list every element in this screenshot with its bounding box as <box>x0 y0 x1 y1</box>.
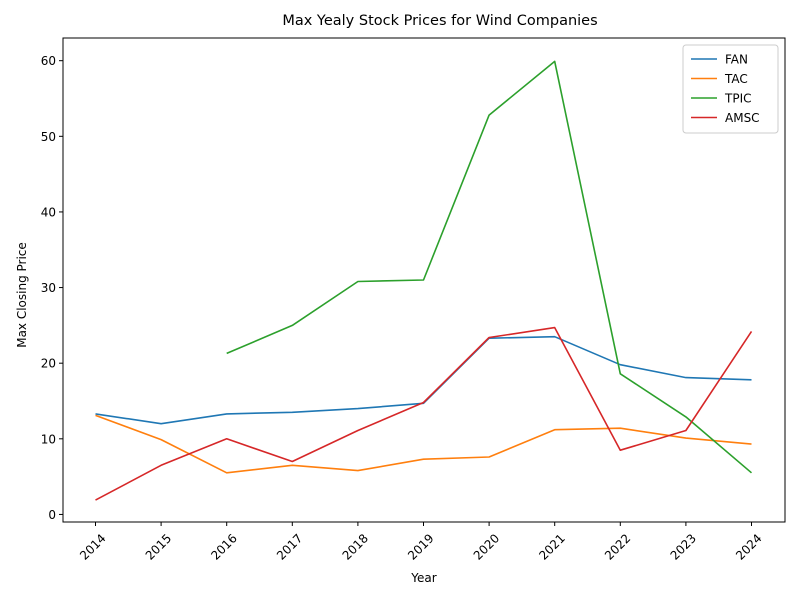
series-line-fan <box>95 335 752 425</box>
y-tick-label: 30 <box>41 281 56 295</box>
x-tick-label: 2022 <box>602 531 633 562</box>
x-tick-label: 2015 <box>143 531 174 562</box>
y-tick-label: 10 <box>41 432 56 446</box>
y-tick-label: 60 <box>41 54 56 68</box>
y-tick-label: 50 <box>41 130 56 144</box>
x-tick-label: 2024 <box>733 531 764 562</box>
series-line-tac <box>95 414 752 474</box>
x-tick-label: 2017 <box>274 531 305 562</box>
y-tick-label: 40 <box>41 205 56 219</box>
legend-label-tac: TAC <box>724 72 748 86</box>
x-axis: 2014 2015 2016 2017 2018 2019 2020 2021 2022 2023… <box>77 522 765 563</box>
series-line-tpic <box>226 60 753 474</box>
legend-box <box>682 44 779 134</box>
y-axis: 0 10 20 30 40 50 60 <box>41 54 63 522</box>
legend-label-amsc: AMSC <box>725 111 760 125</box>
legend-label-tpic: TPIC <box>724 92 751 106</box>
x-tick-label: 2016 <box>208 531 239 562</box>
x-tick-label: 2018 <box>340 531 371 562</box>
y-tick-label: 20 <box>41 357 56 371</box>
y-axis-title: Max Closing Price <box>15 242 29 348</box>
x-tick-label: 2019 <box>405 531 436 562</box>
legend-label-fan: FAN <box>725 53 748 67</box>
x-tick-label: 2021 <box>536 531 567 562</box>
x-tick-label: 2014 <box>77 531 108 562</box>
legend: FAN TAC TPIC AMSC <box>682 44 779 134</box>
chart-title: Max Yealy Stock Prices for Wind Companie… <box>282 13 597 29</box>
x-axis-title: Year <box>410 571 436 585</box>
series-group <box>95 60 753 501</box>
x-tick-label: 2020 <box>471 531 502 562</box>
series-line-amsc <box>95 326 753 501</box>
x-tick-label: 2023 <box>668 531 699 562</box>
y-tick-label: 0 <box>48 508 56 522</box>
